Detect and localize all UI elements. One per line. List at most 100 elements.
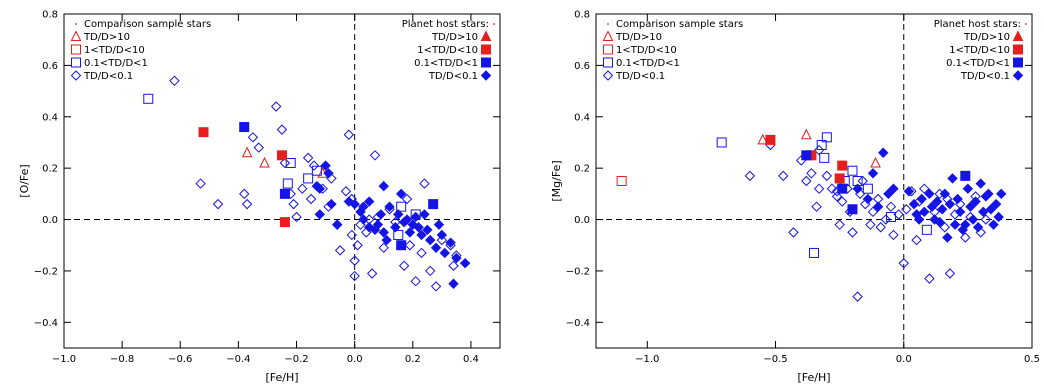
legend-marker xyxy=(1012,70,1024,81)
y-tick-label: −0.2 xyxy=(34,266,58,277)
y-tick-label: 0.4 xyxy=(574,112,590,123)
data-point xyxy=(416,229,427,241)
data-point xyxy=(801,150,812,161)
y-tick-label: −0.4 xyxy=(34,318,58,329)
data-point xyxy=(302,152,314,164)
data-point xyxy=(883,188,894,200)
data-point xyxy=(358,214,369,225)
y-tick-label: 0.8 xyxy=(574,10,590,21)
legend-label: 1<TD/D<10 xyxy=(616,45,677,56)
x-tick-label: 0.5 xyxy=(1024,354,1040,365)
data-point xyxy=(369,150,381,161)
data-point xyxy=(834,219,845,230)
data-point xyxy=(926,201,938,212)
data-point xyxy=(865,219,876,230)
legend-label: 1<TD/D<10 xyxy=(949,45,1010,56)
data-point xyxy=(445,237,456,248)
data-point xyxy=(404,240,416,251)
data-point xyxy=(425,265,436,277)
data-point xyxy=(352,240,363,251)
data-point xyxy=(378,242,389,254)
data-point xyxy=(349,198,360,210)
data-point xyxy=(880,214,892,225)
data-point xyxy=(291,211,302,223)
legend-header: Planet host stars: xyxy=(934,19,1021,30)
data-point xyxy=(960,170,971,181)
data-point xyxy=(821,170,833,182)
data-point xyxy=(616,176,627,186)
data-point xyxy=(903,186,915,197)
legend-marker xyxy=(1013,44,1023,55)
legend-label: 1<TD/D<10 xyxy=(417,45,478,56)
data-point xyxy=(967,214,979,225)
data-point xyxy=(913,214,925,225)
data-point xyxy=(253,142,264,153)
data-point xyxy=(939,188,951,200)
data-point xyxy=(954,206,966,218)
data-point xyxy=(323,168,334,179)
legend-label: 0.1<TD/D<1 xyxy=(946,58,1010,69)
data-point xyxy=(308,160,320,171)
data-point xyxy=(433,219,445,230)
data-point xyxy=(934,216,945,228)
legend-label: TD/D<0.1 xyxy=(83,71,133,82)
data-point xyxy=(813,144,825,156)
data-point xyxy=(239,122,250,133)
legend-label: TD/D<0.1 xyxy=(615,71,665,82)
data-point xyxy=(428,199,439,210)
legend-comparison: Comparison sample stars TD/D>10 1<TD/D<10 0… xyxy=(70,19,211,82)
x-axis-label: [Fe/H] xyxy=(797,371,830,384)
data-point xyxy=(788,227,799,238)
data-point xyxy=(809,247,819,258)
y-tick-label: −0.4 xyxy=(566,318,590,329)
x-tick-label: 0.4 xyxy=(463,354,479,365)
series-diamond-filled xyxy=(852,147,1007,243)
data-point xyxy=(852,291,863,302)
data-point xyxy=(867,206,879,218)
data-point xyxy=(867,168,879,179)
data-point xyxy=(960,219,971,230)
data-point xyxy=(965,201,976,212)
data-point xyxy=(893,209,904,220)
data-point xyxy=(279,188,290,199)
data-point xyxy=(279,217,290,228)
data-point xyxy=(921,224,932,235)
data-point xyxy=(924,273,935,284)
data-point xyxy=(326,198,337,210)
legend-label: TD/D>10 xyxy=(963,32,1010,43)
x-tick-label: −0.6 xyxy=(168,354,192,365)
legend-marker xyxy=(480,30,492,41)
data-point xyxy=(919,206,930,218)
legend-dot xyxy=(1025,23,1027,25)
data-point xyxy=(332,219,343,230)
legend-marker xyxy=(70,70,82,81)
data-point xyxy=(451,252,462,264)
data-point xyxy=(811,201,822,212)
legend-header: Comparison sample stars xyxy=(84,19,211,30)
x-tick-label: 0.2 xyxy=(405,354,421,365)
data-point xyxy=(320,160,331,171)
data-point xyxy=(349,270,360,282)
data-point xyxy=(143,93,154,104)
data-point xyxy=(816,140,827,151)
data-point xyxy=(952,193,963,205)
legend-header: Planet host stars: xyxy=(402,19,489,30)
data-point xyxy=(901,204,912,215)
data-point xyxy=(393,229,404,240)
data-point xyxy=(195,178,206,189)
data-point xyxy=(436,229,448,241)
legend-marker xyxy=(602,30,614,41)
data-point xyxy=(778,170,789,182)
data-point xyxy=(366,268,378,279)
data-point xyxy=(834,173,845,184)
data-point xyxy=(985,204,997,215)
data-point xyxy=(422,224,433,236)
series-square-open xyxy=(716,132,932,258)
data-point xyxy=(878,147,889,158)
data-point xyxy=(390,222,401,233)
legend-label: TD/D<0.1 xyxy=(960,71,1010,82)
y-tick-label: −0.2 xyxy=(566,266,590,277)
data-point xyxy=(980,214,992,225)
data-point xyxy=(241,198,253,210)
data-point xyxy=(765,134,776,145)
